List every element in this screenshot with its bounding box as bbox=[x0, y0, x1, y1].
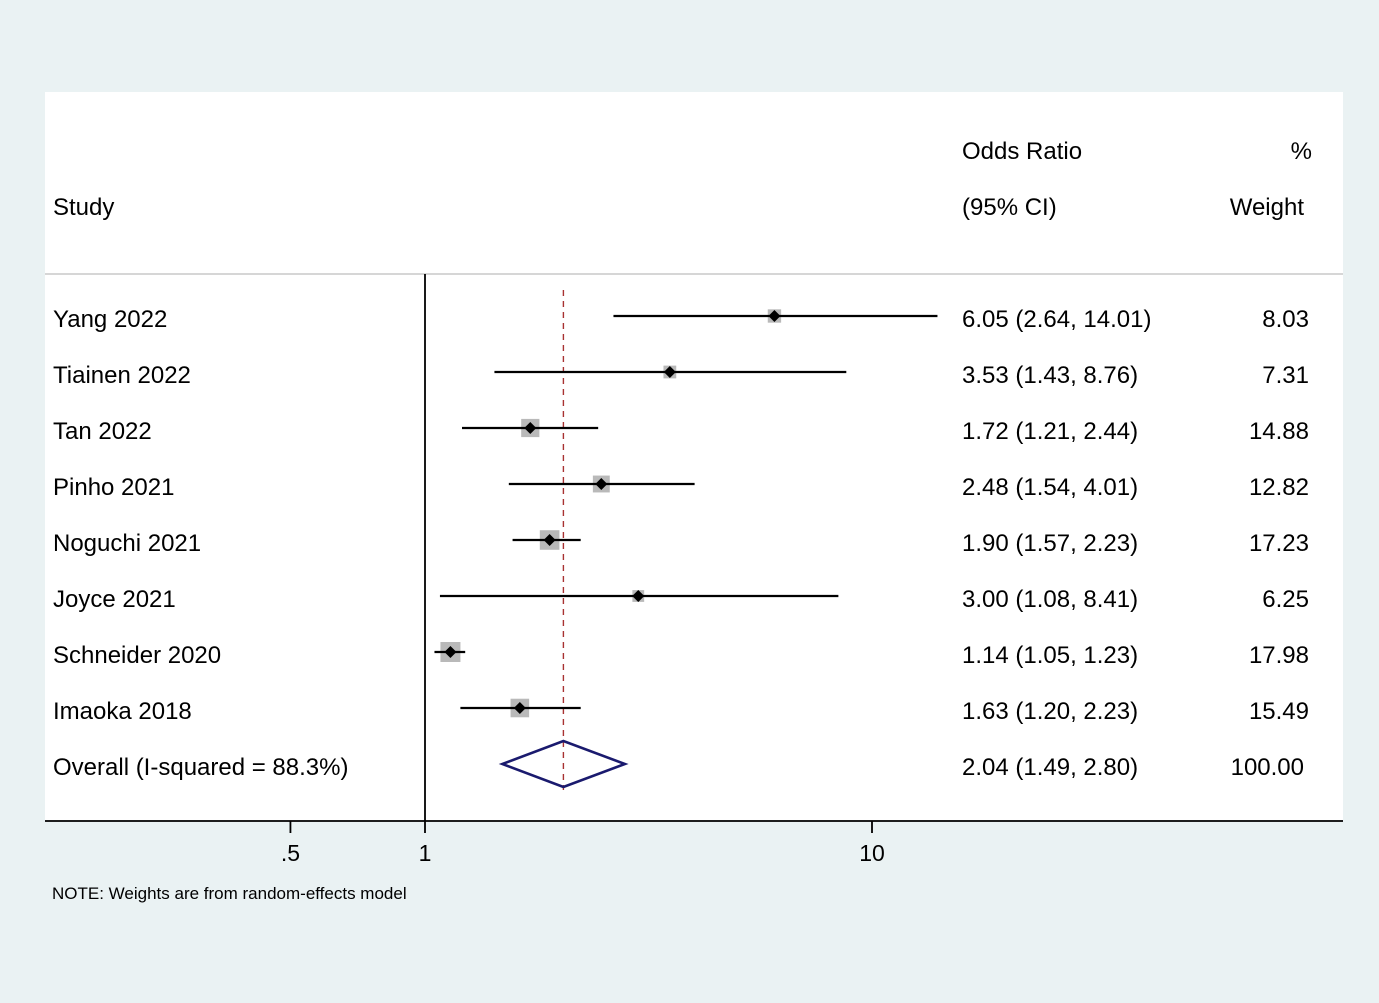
study-ci: 3.53 (1.43, 8.76) bbox=[962, 362, 1138, 389]
overall-label: Overall (I-squared = 88.3%) bbox=[53, 754, 348, 781]
study-ci: 2.48 (1.54, 4.01) bbox=[962, 474, 1138, 501]
study-ci: 3.00 (1.08, 8.41) bbox=[962, 586, 1138, 613]
point-estimate bbox=[444, 646, 457, 658]
header-weight: Weight bbox=[1230, 194, 1305, 221]
table-row: Tiainen 2022 3.53 (1.43, 8.76) 7.31 bbox=[53, 362, 1309, 389]
study-weight: 17.23 bbox=[1249, 530, 1309, 557]
x-tick-label: .5 bbox=[281, 840, 300, 866]
study-weight: 8.03 bbox=[1262, 306, 1309, 333]
overall-weight: 100.00 bbox=[1231, 754, 1304, 781]
study-mark bbox=[439, 590, 839, 602]
plot-marks bbox=[424, 274, 938, 821]
point-estimate bbox=[663, 366, 676, 378]
study-ci: 1.14 (1.05, 1.23) bbox=[962, 642, 1138, 669]
x-tick-label: 10 bbox=[859, 840, 885, 866]
study-weight: 15.49 bbox=[1249, 698, 1309, 725]
overall-row: Overall (I-squared = 88.3%) 2.04 (1.49, 2… bbox=[53, 754, 1304, 781]
table-row: Schneider 2020 1.14 (1.05, 1.23) 17.98 bbox=[53, 642, 1309, 669]
footnote: NOTE: Weights are from random-effects mo… bbox=[52, 884, 407, 903]
study-ci: 1.90 (1.57, 2.23) bbox=[962, 530, 1138, 557]
study-weight: 12.82 bbox=[1249, 474, 1309, 501]
point-estimate bbox=[632, 590, 645, 602]
table-row: Yang 2022 6.05 (2.64, 14.01) 8.03 bbox=[53, 306, 1309, 333]
header-study: Study bbox=[53, 194, 114, 221]
header-odds-ratio: Odds Ratio bbox=[962, 138, 1082, 165]
point-estimate bbox=[768, 310, 781, 322]
study-label: Tan 2022 bbox=[53, 418, 152, 445]
study-label: Noguchi 2021 bbox=[53, 530, 201, 557]
study-ci: 6.05 (2.64, 14.01) bbox=[962, 306, 1151, 333]
study-weight: 6.25 bbox=[1262, 586, 1309, 613]
point-estimate bbox=[543, 534, 556, 546]
study-label: Pinho 2021 bbox=[53, 474, 174, 501]
study-weight: 14.88 bbox=[1249, 418, 1309, 445]
study-mark bbox=[434, 642, 466, 662]
study-mark bbox=[494, 365, 847, 379]
table-row: Joyce 2021 3.00 (1.08, 8.41) 6.25 bbox=[53, 586, 1309, 613]
point-estimate bbox=[595, 478, 608, 490]
study-mark bbox=[462, 418, 599, 438]
x-tick-label: 1 bbox=[419, 840, 432, 866]
plot-panel bbox=[45, 92, 1343, 820]
point-estimate bbox=[513, 702, 526, 714]
table-row: Noguchi 2021 1.90 (1.57, 2.23) 17.23 bbox=[53, 530, 1309, 557]
overall-diamond bbox=[498, 739, 629, 789]
study-ci: 1.72 (1.21, 2.44) bbox=[962, 418, 1138, 445]
point-estimate bbox=[524, 422, 537, 434]
x-axis: .5 1 10 bbox=[45, 820, 1343, 866]
table-row: Tan 2022 1.72 (1.21, 2.44) 14.88 bbox=[53, 418, 1309, 445]
study-mark bbox=[613, 309, 938, 323]
header-ci: (95% CI) bbox=[962, 194, 1057, 221]
study-mark bbox=[508, 475, 695, 493]
table-row: Pinho 2021 2.48 (1.54, 4.01) 12.82 bbox=[53, 474, 1309, 501]
study-ci: 1.63 (1.20, 2.23) bbox=[962, 698, 1138, 725]
study-mark bbox=[460, 698, 581, 718]
study-label: Imaoka 2018 bbox=[53, 698, 192, 725]
study-weight: 17.98 bbox=[1249, 642, 1309, 669]
study-rows: Yang 2022 6.05 (2.64, 14.01) 8.03 Tiainen 2… bbox=[53, 306, 1309, 781]
table-row: Imaoka 2018 1.63 (1.20, 2.23) 15.49 bbox=[53, 698, 1309, 725]
study-label: Tiainen 2022 bbox=[53, 362, 191, 389]
overall-ci: 2.04 (1.49, 2.80) bbox=[962, 754, 1138, 781]
header-weight-percent: % bbox=[1291, 138, 1312, 165]
study-label: Yang 2022 bbox=[53, 306, 167, 333]
study-weight: 7.31 bbox=[1262, 362, 1309, 389]
study-mark bbox=[512, 530, 581, 550]
study-label: Schneider 2020 bbox=[53, 642, 221, 669]
study-label: Joyce 2021 bbox=[53, 586, 176, 613]
